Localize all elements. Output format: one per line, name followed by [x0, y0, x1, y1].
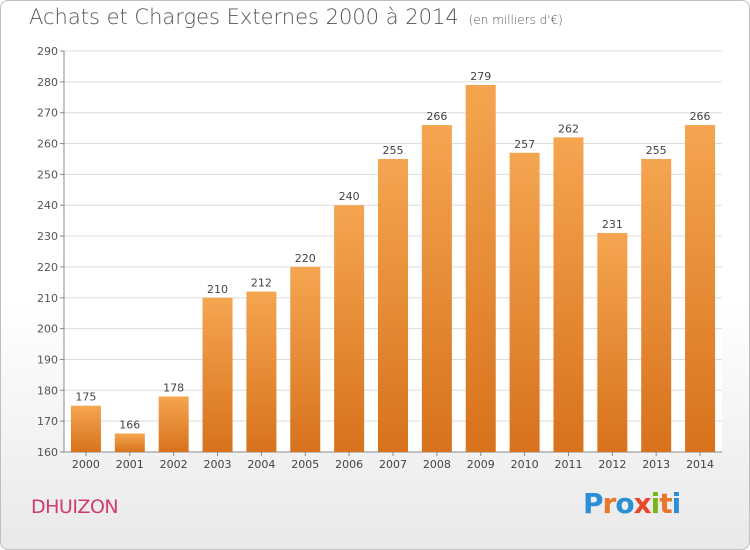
data-labels: 175 166 178 210 212 220 240 255 266 279 257 262 231 2… [75, 70, 710, 432]
y-tick-label: 230 [37, 230, 58, 243]
x-tick-label: 2002 [160, 458, 188, 471]
bar [553, 137, 584, 452]
data-label: 279 [470, 70, 491, 83]
y-tick-label: 220 [37, 261, 58, 274]
data-label: 175 [75, 391, 96, 404]
bar [641, 158, 672, 452]
x-tick-label: 2001 [116, 458, 144, 471]
x-tick-label: 2012 [598, 458, 626, 471]
x-tick-label: 2004 [247, 458, 275, 471]
bar [202, 297, 233, 452]
x-axis: 2000 2001 2002 2003 2004 2005 2006 2007 2008 2009… [72, 452, 714, 471]
bar [509, 152, 540, 453]
y-tick-label: 280 [37, 76, 58, 89]
data-label: 240 [339, 190, 360, 203]
proxiti-logo: Proxiti [583, 487, 682, 520]
bar [290, 266, 321, 452]
place-name: DHUIZON [31, 496, 119, 518]
x-tick-label: 2013 [642, 458, 670, 471]
x-tick-label: 2010 [511, 458, 539, 471]
data-label: 262 [558, 122, 579, 135]
data-label: 255 [383, 144, 404, 157]
logo-letter: o [615, 487, 634, 520]
bars [70, 84, 716, 453]
bar [158, 396, 189, 452]
data-label: 255 [646, 144, 667, 157]
x-tick-label: 2007 [379, 458, 407, 471]
y-tick-label: 190 [37, 353, 58, 366]
logo-letter: x [633, 487, 652, 520]
y-tick-label: 270 [37, 107, 58, 120]
y-tick-label: 200 [37, 323, 58, 336]
data-label: 178 [163, 381, 184, 394]
bar [70, 405, 101, 452]
bar [378, 158, 408, 452]
logo-letter: P [583, 487, 604, 520]
x-tick-label: 2014 [686, 458, 714, 471]
y-tick-label: 160 [37, 446, 58, 459]
x-tick-label: 2003 [204, 458, 232, 471]
bar [685, 125, 716, 453]
logo-letter: t [659, 487, 672, 520]
data-label: 266 [690, 110, 711, 123]
data-label: 220 [295, 252, 316, 265]
logo-letter: r [602, 487, 617, 520]
chart-title: Achats et Charges Externes 2000 à 2014 (e… [29, 5, 563, 29]
data-label: 231 [602, 218, 623, 231]
bar [465, 84, 496, 452]
data-label: 212 [251, 277, 272, 290]
data-label: 166 [119, 418, 140, 431]
chart-title-text: Achats et Charges Externes 2000 à 2014 [29, 5, 459, 29]
x-tick-label: 2009 [467, 458, 495, 471]
x-tick-label: 2006 [335, 458, 363, 471]
x-tick-label: 2000 [72, 458, 100, 471]
bar [421, 125, 452, 453]
x-tick-label: 2011 [554, 458, 582, 471]
bar [114, 433, 145, 452]
y-tick-label: 210 [37, 292, 58, 305]
data-label: 257 [514, 138, 535, 151]
logo-letter: i [671, 487, 682, 520]
y-tick-label: 260 [37, 138, 58, 151]
data-label: 210 [207, 283, 228, 296]
logo-letter: i [650, 487, 661, 520]
data-label: 266 [426, 110, 447, 123]
x-tick-label: 2005 [291, 458, 319, 471]
y-tick-label: 180 [37, 384, 58, 397]
bar [246, 291, 277, 452]
y-tick-label: 170 [37, 415, 58, 428]
y-tick-label: 290 [37, 45, 58, 58]
chart-unit: (en milliers d'€) [468, 13, 563, 27]
bar [334, 205, 365, 452]
x-tick-label: 2008 [423, 458, 451, 471]
y-tick-label: 240 [37, 199, 58, 212]
y-tick-label: 250 [37, 168, 58, 181]
bar [597, 232, 628, 452]
